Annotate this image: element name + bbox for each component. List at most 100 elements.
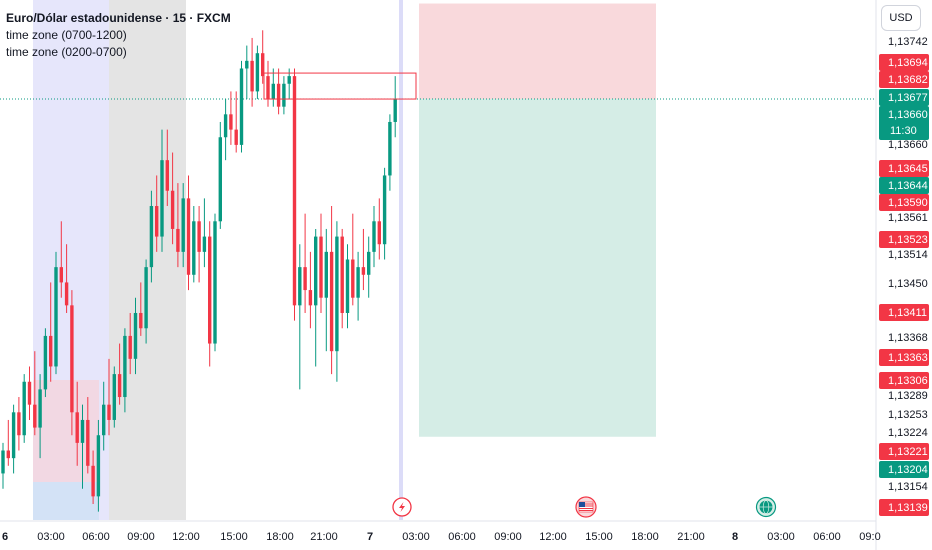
- candle[interactable]: [170, 152, 175, 245]
- candle[interactable]: [165, 129, 169, 207]
- candle[interactable]: [245, 45, 249, 100]
- candle[interactable]: [324, 228, 328, 352]
- candle[interactable]: [271, 68, 275, 107]
- candle[interactable]: [308, 251, 313, 329]
- candle[interactable]: [382, 167, 387, 260]
- candle[interactable]: [223, 99, 228, 161]
- candle[interactable]: [266, 60, 270, 107]
- candle[interactable]: [17, 397, 21, 451]
- candle[interactable]: [287, 68, 291, 100]
- candle[interactable]: [43, 328, 48, 398]
- candle[interactable]: [54, 251, 58, 375]
- candle[interactable]: [160, 129, 164, 252]
- candle[interactable]: [117, 343, 122, 405]
- candle[interactable]: [112, 366, 116, 428]
- candle[interactable]: [1, 442, 5, 489]
- candle[interactable]: [128, 312, 132, 375]
- candle[interactable]: [192, 206, 196, 283]
- candle[interactable]: [149, 190, 154, 283]
- candle[interactable]: [181, 183, 185, 268]
- price-badge-bg: [879, 372, 929, 389]
- candle[interactable]: [176, 183, 180, 268]
- globe-event-icon[interactable]: [755, 496, 777, 518]
- candle[interactable]: [70, 290, 74, 436]
- candle[interactable]: [102, 381, 106, 451]
- candle[interactable]: [80, 404, 85, 489]
- candle[interactable]: [367, 236, 371, 298]
- stop-loss-zone[interactable]: [419, 3, 656, 100]
- candle[interactable]: [329, 206, 334, 375]
- candle[interactable]: [86, 397, 90, 474]
- price-badge: 1,13590: [879, 194, 929, 211]
- candle[interactable]: [388, 114, 392, 191]
- candle[interactable]: [107, 358, 111, 436]
- candle-body: [91, 465, 95, 497]
- order-block-box[interactable]: [263, 72, 417, 100]
- candle-body: [234, 129, 238, 145]
- candle[interactable]: [49, 282, 53, 382]
- candle-body: [160, 160, 164, 237]
- candle[interactable]: [351, 213, 355, 306]
- price-axis[interactable]: 1,13742 1,13660 1,13561 1,13514 1,13450 1,133…: [888, 36, 928, 493]
- candle[interactable]: [234, 91, 238, 153]
- candle[interactable]: [255, 45, 260, 100]
- candle[interactable]: [22, 374, 26, 443]
- candle[interactable]: [303, 213, 307, 313]
- candle[interactable]: [361, 228, 366, 291]
- candle[interactable]: [239, 60, 244, 153]
- candle[interactable]: [139, 282, 143, 336]
- candle[interactable]: [335, 221, 339, 382]
- take-profit-zone[interactable]: [419, 99, 656, 437]
- time-tick-label: 18:00: [266, 531, 294, 543]
- candle[interactable]: [393, 76, 397, 138]
- candle[interactable]: [59, 221, 63, 298]
- symbol-title[interactable]: Euro/Dólar estadounidense · 15 · FXCM: [6, 11, 231, 25]
- candle[interactable]: [372, 206, 376, 268]
- candle[interactable]: [75, 381, 79, 466]
- candle[interactable]: [213, 213, 217, 352]
- currency-button[interactable]: USD: [881, 5, 921, 31]
- candle[interactable]: [340, 228, 344, 329]
- candle-body: [64, 282, 69, 306]
- candle[interactable]: [276, 68, 281, 115]
- candle[interactable]: [123, 328, 127, 413]
- time-tick-label: 15:00: [220, 531, 248, 543]
- candle[interactable]: [155, 175, 159, 252]
- candle[interactable]: [197, 206, 201, 283]
- candle[interactable]: [356, 251, 360, 321]
- indicator-label-1[interactable]: time zone (0700-1200): [6, 28, 127, 42]
- price-badge-bg: [879, 499, 929, 516]
- candle[interactable]: [202, 198, 207, 268]
- candle[interactable]: [208, 221, 212, 367]
- candle[interactable]: [298, 244, 302, 390]
- candle[interactable]: [144, 259, 148, 344]
- candle[interactable]: [292, 68, 297, 321]
- candle[interactable]: [64, 244, 69, 313]
- candle[interactable]: [38, 374, 42, 459]
- candle[interactable]: [133, 297, 138, 375]
- candle[interactable]: [345, 244, 350, 329]
- candle[interactable]: [91, 450, 95, 504]
- candle[interactable]: [314, 228, 318, 367]
- candle[interactable]: [377, 198, 381, 260]
- candle[interactable]: [261, 30, 265, 84]
- candle[interactable]: [229, 91, 233, 145]
- us-flag-event-icon[interactable]: [575, 496, 597, 518]
- candle[interactable]: [96, 419, 101, 512]
- lightning-event-icon[interactable]: [392, 497, 412, 517]
- candle[interactable]: [6, 419, 10, 466]
- time-axis[interactable]: 6 03:00 06:00 09:00 12:00 15:00 18:00 21:00 7 03:…: [2, 531, 881, 543]
- price-badge: 1,13411: [879, 304, 929, 321]
- candle-body: [223, 114, 228, 138]
- candle-body: [213, 221, 217, 344]
- candle[interactable]: [282, 76, 286, 115]
- candle[interactable]: [33, 351, 37, 436]
- candle[interactable]: [27, 366, 32, 420]
- candle[interactable]: [186, 175, 191, 291]
- candle[interactable]: [11, 404, 16, 474]
- candle[interactable]: [319, 213, 323, 313]
- candle[interactable]: [218, 121, 222, 229]
- candle[interactable]: [250, 37, 254, 107]
- indicator-label-2[interactable]: time zone (0200-0700): [6, 45, 127, 59]
